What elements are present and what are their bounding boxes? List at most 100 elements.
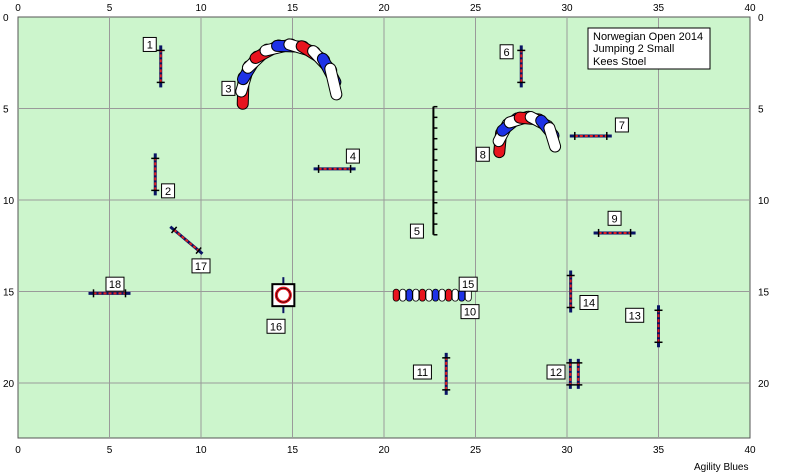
- jump-bar: [173, 229, 200, 252]
- number-text: 12: [550, 367, 562, 379]
- number-text: 1: [147, 39, 153, 51]
- number-box: [142, 36, 157, 52]
- number-text: 13: [629, 310, 641, 322]
- jump-stand: [195, 246, 202, 255]
- x-tick-top: 0: [15, 3, 21, 14]
- obstacle-number-10: 10: [460, 304, 480, 320]
- number-text: 6: [504, 47, 510, 59]
- number-text: 18: [109, 279, 121, 291]
- obstacle-number-1: 1: [142, 36, 157, 52]
- x-tick-bottom: 5: [107, 445, 113, 456]
- number-box: [345, 148, 360, 164]
- y-tick-left: 20: [3, 379, 15, 390]
- obstacle-number-2: 2: [161, 183, 176, 199]
- double-jump-obstacle: [566, 358, 583, 389]
- number-text: 4: [350, 151, 356, 163]
- number-box: [499, 44, 514, 60]
- obstacle-number-9: 9: [607, 210, 622, 226]
- y-tick-left: 10: [3, 196, 15, 207]
- x-tick-bottom: 25: [470, 445, 482, 456]
- y-tick-left: 0: [3, 13, 9, 24]
- x-tick-bottom: 20: [378, 445, 390, 456]
- y-tick-right: 5: [758, 105, 764, 116]
- tunnel-segment: [445, 288, 453, 302]
- tunnel-segment: [425, 288, 433, 302]
- number-box: [266, 318, 286, 334]
- x-tick-bottom: 30: [561, 445, 573, 456]
- x-tick-top: 25: [470, 3, 482, 14]
- y-tick-right: 10: [758, 196, 770, 207]
- obstacle-number-14: 14: [579, 294, 599, 310]
- y-tick-right: 20: [758, 379, 770, 390]
- jump-stand: [170, 226, 178, 234]
- x-tick-top: 40: [744, 3, 756, 14]
- number-text: 17: [195, 261, 207, 273]
- tunnel-segment: [451, 288, 459, 302]
- number-text: 7: [619, 120, 625, 132]
- obstacles: [88, 38, 663, 395]
- y-tick-right: 0: [758, 13, 764, 24]
- jump-obstacle: [169, 225, 204, 255]
- obstacle-number-12: 12: [546, 364, 566, 380]
- jump-obstacle: [88, 289, 131, 298]
- x-tick-top: 35: [653, 3, 665, 14]
- obstacle-number-8: 8: [475, 146, 490, 162]
- tunnel-straight-obstacle: [392, 288, 472, 302]
- jump-obstacle: [151, 153, 160, 196]
- jump-obstacle: [654, 305, 663, 348]
- number-box: [221, 80, 236, 96]
- credit-text: Agility Blues: [694, 462, 748, 473]
- y-tick-left: 5: [3, 105, 9, 116]
- number-box: [607, 210, 622, 226]
- number-text: 5: [414, 226, 420, 238]
- number-text: 16: [270, 321, 282, 333]
- obstacle-number-17: 17: [191, 258, 211, 274]
- y-tick-left: 15: [3, 288, 15, 299]
- obstacle-number-3: 3: [221, 80, 236, 96]
- number-box: [460, 304, 480, 320]
- tyre-obstacle: [271, 277, 296, 314]
- jump-obstacle: [156, 45, 165, 88]
- obstacle-number-15: 15: [458, 276, 478, 292]
- obstacle-number-13: 13: [625, 307, 645, 323]
- obstacle-number-4: 4: [345, 148, 360, 164]
- x-tick-top: 10: [195, 3, 207, 14]
- obstacle-number-11: 11: [412, 364, 432, 380]
- number-box: [475, 146, 490, 162]
- obstacle-number-6: 6: [499, 44, 514, 60]
- number-text: 10: [464, 307, 476, 319]
- x-tick-bottom: 10: [195, 445, 207, 456]
- obstacle-number-5: 5: [409, 223, 424, 239]
- jump-obstacle: [569, 131, 612, 140]
- tunnel-segment: [412, 288, 420, 302]
- number-text: 9: [612, 213, 618, 225]
- number-box: [546, 364, 566, 380]
- obstacle-number-16: 16: [266, 318, 286, 334]
- tunnel-obstacle: [235, 38, 343, 110]
- number-box: [409, 223, 424, 239]
- x-tick-bottom: 40: [744, 445, 756, 456]
- number-text: 15: [462, 279, 474, 291]
- number-text: 14: [583, 297, 595, 309]
- tunnel-segment: [325, 63, 342, 100]
- number-box: [625, 307, 645, 323]
- number-box: [614, 117, 629, 133]
- tunnel-segment: [544, 123, 561, 152]
- number-box: [412, 364, 432, 380]
- obstacle-number-7: 7: [614, 117, 629, 133]
- number-box: [105, 276, 125, 292]
- x-tick-bottom: 15: [287, 445, 299, 456]
- jump-obstacle: [313, 164, 356, 173]
- tunnel-segment: [432, 288, 439, 302]
- x-tick-top: 15: [287, 3, 299, 14]
- number-text: 8: [480, 149, 486, 161]
- x-tick-bottom: 0: [15, 445, 21, 456]
- x-tick-top: 20: [378, 3, 390, 14]
- grid-lines: [18, 17, 750, 438]
- y-tick-right: 15: [758, 288, 770, 299]
- tunnel-segment: [392, 288, 400, 302]
- x-tick-bottom: 35: [653, 445, 665, 456]
